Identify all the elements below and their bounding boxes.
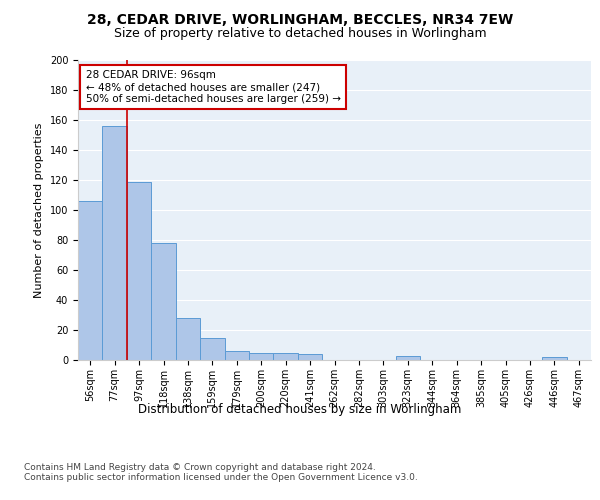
Bar (127, 182, 151, 360)
Bar (78, 201, 103, 360)
Bar (395, 356, 420, 360)
Bar (249, 352, 274, 360)
Text: 28, CEDAR DRIVE, WORLINGHAM, BECCLES, NR34 7EW: 28, CEDAR DRIVE, WORLINGHAM, BECCLES, NR… (87, 12, 513, 26)
Y-axis label: Number of detached properties: Number of detached properties (34, 122, 44, 298)
Bar (298, 354, 322, 360)
Bar (224, 351, 249, 360)
Text: Contains HM Land Registry data © Crown copyright and database right 2024.
Contai: Contains HM Land Registry data © Crown c… (24, 462, 418, 482)
Bar (176, 318, 200, 360)
Bar (200, 338, 224, 360)
Bar (151, 243, 176, 360)
Text: Size of property relative to detached houses in Worlingham: Size of property relative to detached ho… (113, 28, 487, 40)
Bar (274, 352, 298, 360)
Bar (103, 126, 127, 360)
Text: Distribution of detached houses by size in Worlingham: Distribution of detached houses by size … (139, 402, 461, 415)
Bar (542, 357, 566, 360)
Text: 28 CEDAR DRIVE: 96sqm
← 48% of detached houses are smaller (247)
50% of semi-det: 28 CEDAR DRIVE: 96sqm ← 48% of detached … (86, 70, 341, 104)
